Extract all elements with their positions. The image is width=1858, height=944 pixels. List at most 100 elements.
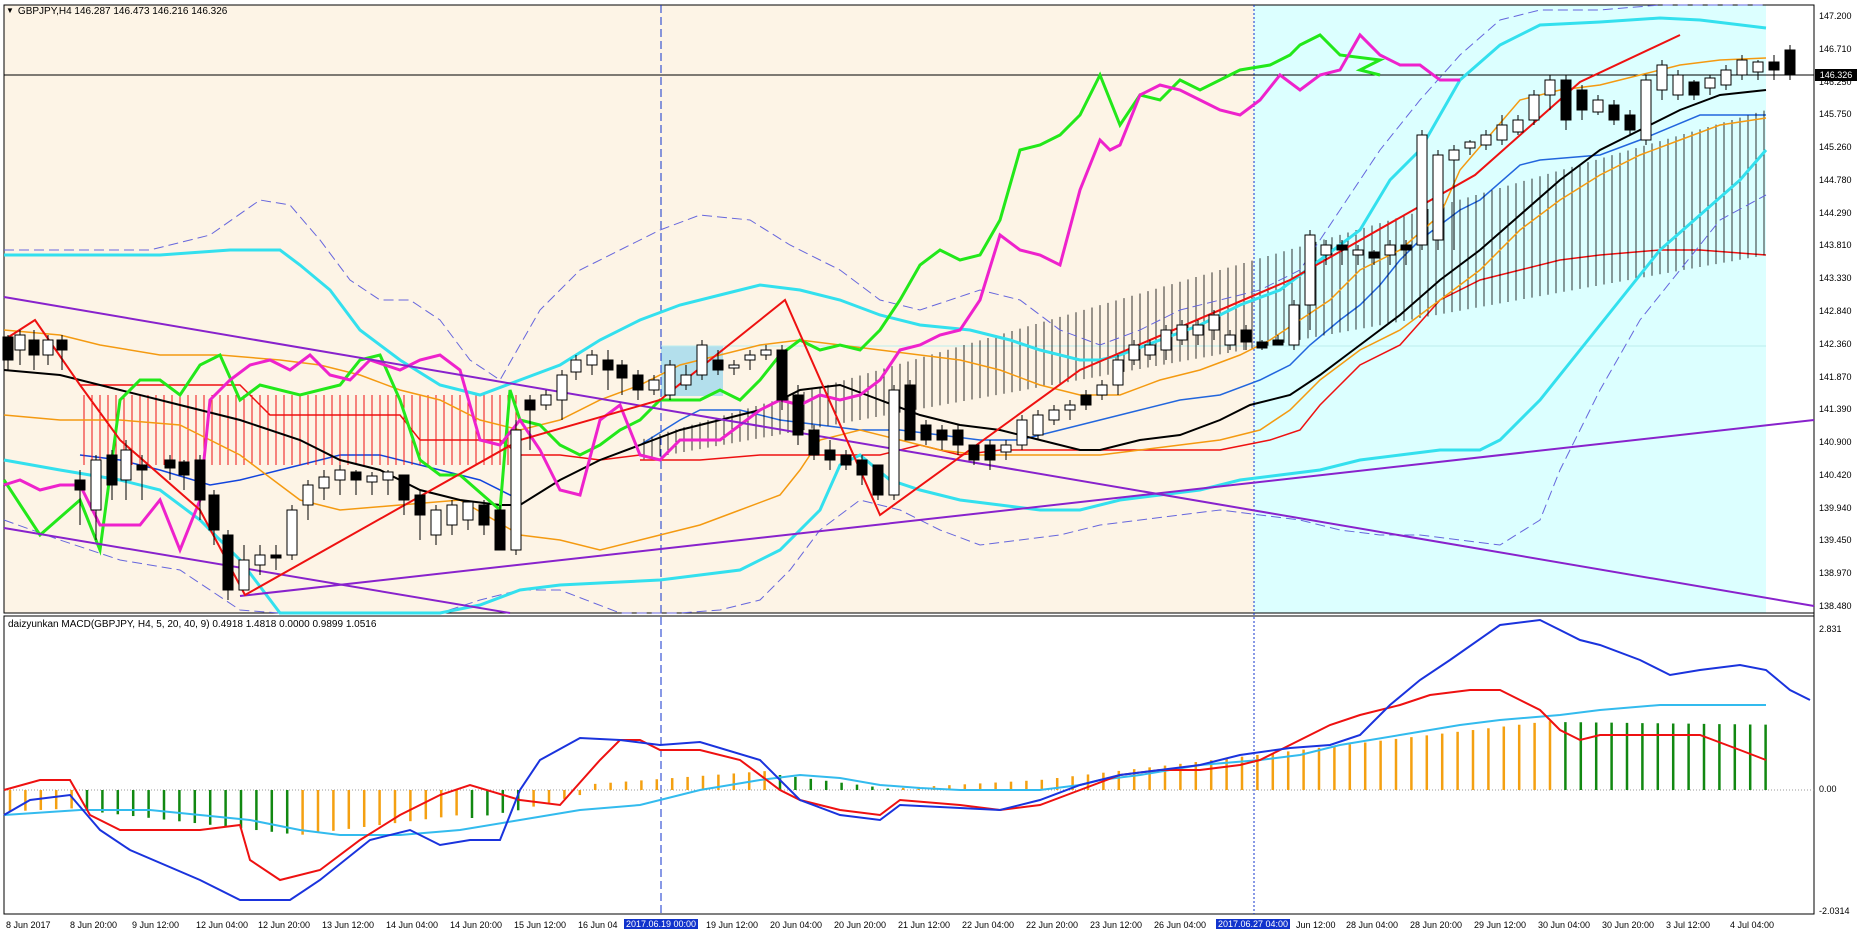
chikou-green — [2, 33, 1386, 556]
bollinger-lower — [3, 149, 1768, 615]
time-tick-label: 9 Jun 12:00 — [132, 920, 180, 930]
candle — [56, 335, 68, 370]
candle — [462, 500, 474, 530]
zigzag-red[interactable] — [3, 34, 1681, 597]
time-tick-label: 15 Jun 12:00 — [514, 920, 567, 930]
candle — [1272, 335, 1284, 346]
trendline-purple-2[interactable] — [3, 527, 511, 614]
collapse-icon[interactable]: ▼ — [6, 6, 14, 15]
candle — [302, 480, 314, 520]
candle — [586, 350, 598, 375]
macd-tick-label: -2.0314 — [1819, 906, 1850, 916]
candle — [1752, 60, 1764, 80]
time-tick-label: 4 Jul 04:00 — [1730, 920, 1775, 930]
candle — [398, 474, 410, 515]
candle — [286, 505, 298, 560]
candle — [90, 455, 102, 540]
price-axis[interactable]: 147.200 146.710 146.250 145.750 145.260 144.7… — [1816, 0, 1858, 614]
candle — [222, 530, 234, 600]
candle — [28, 330, 40, 370]
price-tick-label: 146.710 — [1819, 43, 1852, 54]
candle — [1576, 85, 1588, 120]
indicator-header: daizyunkan MACD(GBPJPY, H4, 5, 20, 40, 9… — [8, 619, 377, 630]
price-tick-label: 142.840 — [1819, 306, 1852, 316]
candle — [840, 450, 852, 470]
price-tick-label: 145.750 — [1819, 109, 1852, 120]
candle — [1304, 230, 1316, 330]
price-tick-label: 146.250 — [1819, 76, 1852, 87]
candle — [414, 490, 426, 540]
macd-red-line — [3, 689, 1767, 882]
time-tick-label: 8 Jun 20:00 — [70, 920, 118, 930]
candle — [1224, 330, 1236, 350]
candle — [1448, 145, 1460, 250]
price-tick-label: 138.970 — [1819, 568, 1852, 579]
time-tick-label: 30 Jun 20:00 — [1602, 920, 1655, 930]
time-tick-label: 20 Jun 04:00 — [770, 920, 823, 930]
candle — [1144, 340, 1156, 360]
candle — [1784, 45, 1796, 80]
price-tick-label: 138.480 — [1819, 601, 1852, 611]
time-tick-label: 20 Jun 20:00 — [834, 920, 887, 930]
bollinger-upper-dashed — [4, 4, 1766, 381]
candle — [602, 350, 614, 390]
candle — [1112, 355, 1124, 395]
candle — [728, 360, 740, 375]
candle — [136, 455, 148, 500]
candle — [664, 360, 676, 400]
trendline-purple-3[interactable] — [239, 419, 1815, 597]
candle — [1544, 75, 1556, 110]
candle — [1656, 60, 1668, 100]
candle — [1528, 90, 1540, 125]
price-tick-label: 139.450 — [1819, 535, 1852, 546]
current-price-tag: 146.326 — [1815, 69, 1857, 81]
candle — [760, 345, 772, 360]
trendline-purple-1[interactable] — [3, 296, 1815, 607]
candle — [648, 375, 660, 395]
candle — [1000, 440, 1012, 460]
candle — [696, 340, 708, 380]
ma-orange-upper — [3, 57, 1767, 431]
candle — [334, 465, 346, 495]
candle — [888, 385, 900, 500]
candle — [792, 385, 804, 445]
candle — [1208, 310, 1220, 340]
price-tick-label: 140.900 — [1819, 437, 1852, 448]
price-tick-label: 141.870 — [1819, 371, 1852, 382]
time-tick-label: 3 Jul 12:00 — [1666, 920, 1711, 930]
candle — [1048, 405, 1060, 425]
candle — [936, 425, 948, 450]
time-axis[interactable]: 8 Jun 2017 8 Jun 20:00 9 Jun 12:00 12 Jun 0… — [0, 916, 1816, 938]
candle — [1384, 240, 1396, 265]
price-tick-label: 140.420 — [1819, 469, 1852, 480]
price-tick-label: 141.390 — [1819, 404, 1852, 415]
price-tick-label: 145.260 — [1819, 142, 1852, 153]
candle — [904, 380, 916, 441]
symbol-quote: GBPJPY,H4 146.287 146.473 146.216 146.32… — [17, 6, 228, 17]
candle — [744, 350, 756, 370]
candle — [478, 500, 490, 535]
time-tick-label: 28 Jun 20:00 — [1410, 920, 1463, 930]
candle — [238, 545, 250, 591]
candle — [1720, 65, 1732, 90]
candle — [968, 444, 980, 465]
candle — [1064, 400, 1076, 420]
price-tick-label: 144.290 — [1819, 207, 1852, 218]
candle — [540, 390, 552, 410]
price-tick-label: 143.330 — [1819, 273, 1852, 284]
candle — [776, 345, 788, 410]
price-tick-label: 139.940 — [1819, 502, 1852, 513]
candle — [1176, 320, 1188, 345]
time-tick-label: 8 Jun 2017 — [6, 920, 51, 930]
header-bar: ▼ GBPJPY,H4 146.287 146.473 146.216 146.… — [6, 6, 227, 17]
time-tick-label: 21 Jun 12:00 — [898, 920, 951, 930]
candle — [712, 350, 724, 375]
candle — [1640, 75, 1652, 145]
time-tick-label: 12 Jun 20:00 — [258, 920, 311, 930]
candle — [14, 330, 26, 365]
price-tick-label: 144.780 — [1819, 174, 1852, 185]
macd-axis[interactable]: 2.831 0.00 -2.0314 — [1816, 616, 1858, 916]
candle — [446, 500, 458, 535]
